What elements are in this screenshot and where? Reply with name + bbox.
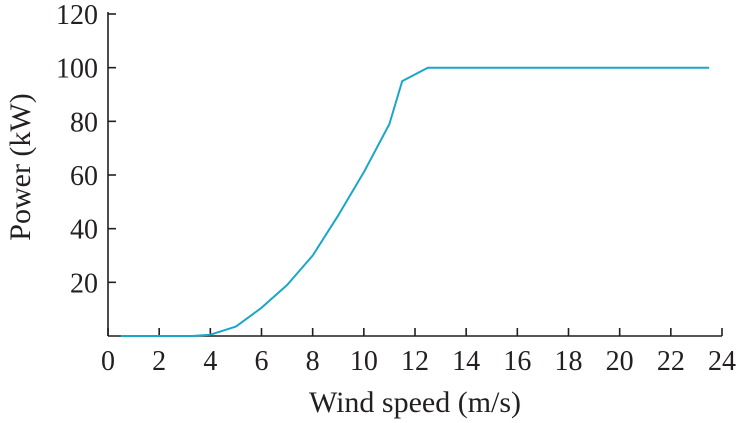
power-curve-line: [120, 66, 710, 337]
x-axis-label: Wind speed (m/s): [309, 386, 521, 419]
x-tick-label: 20: [606, 346, 634, 377]
y-tick-label: 40: [70, 215, 98, 246]
y-axis-ticks: 20 40 60 80 100 120: [56, 0, 116, 299]
x-tick-label: 0: [101, 346, 115, 377]
x-tick-label: 24: [708, 346, 736, 377]
x-tick-label: 14: [452, 346, 480, 377]
series-layer: [120, 66, 710, 337]
x-tick-label: 4: [203, 346, 217, 377]
x-tick-label: 12: [401, 346, 429, 377]
x-tick-label: 8: [306, 346, 320, 377]
x-tick-label: 18: [555, 346, 583, 377]
y-tick-label: 20: [70, 268, 98, 299]
x-tick-label: 2: [152, 346, 166, 377]
y-axis-label: Power (kW): [4, 93, 37, 240]
axes: [107, 12, 722, 337]
x-tick-label: 6: [255, 346, 269, 377]
x-tick-label: 10: [350, 346, 378, 377]
x-tick-label: 16: [503, 346, 531, 377]
y-tick-label: 120: [56, 0, 98, 31]
y-tick-label: 100: [56, 54, 98, 85]
x-tick-label: 22: [657, 346, 685, 377]
y-tick-label: 80: [70, 107, 98, 138]
y-tick-label: 60: [70, 161, 98, 192]
x-axis-ticks: 0 2 4 6 8 10 12 14 16 18 20 22 24: [101, 328, 736, 377]
